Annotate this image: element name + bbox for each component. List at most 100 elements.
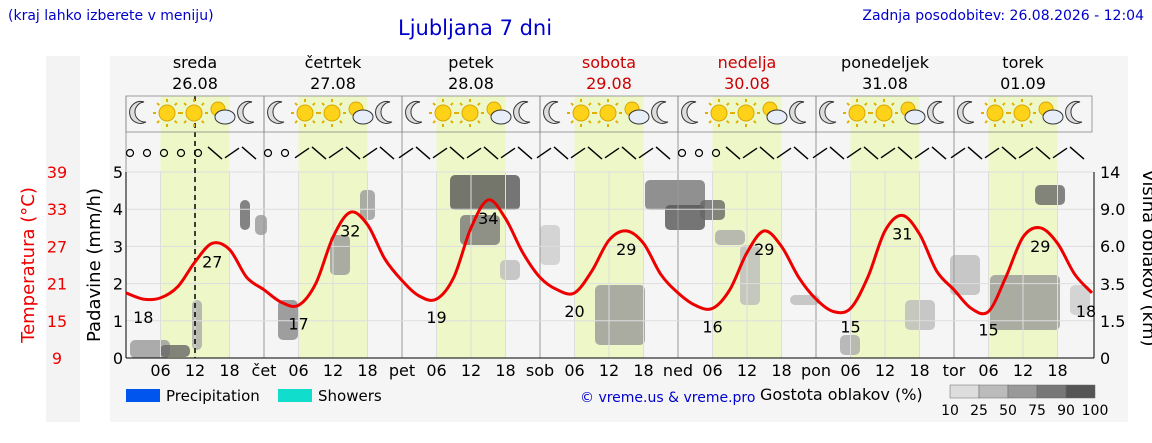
sun-ray xyxy=(570,120,574,124)
temperature-data-label: 27 xyxy=(202,252,222,271)
cloud-icon xyxy=(490,109,512,125)
wind-barb-icon xyxy=(294,147,310,159)
wind-barb-icon xyxy=(553,146,569,160)
day-name: sobota xyxy=(582,53,636,72)
cloud-density-swatch xyxy=(1036,384,1067,399)
temperature-data-label: 29 xyxy=(754,240,774,259)
sun-ray xyxy=(864,102,868,106)
temperature-tick-label: 21 xyxy=(47,275,67,294)
temperature-tick-label: 33 xyxy=(47,200,67,219)
wind-barb-icon xyxy=(829,146,845,160)
cloud-density-area xyxy=(740,245,760,305)
wind-barb-icon xyxy=(931,146,947,160)
cloud-height-tick-label: 0 xyxy=(1100,349,1110,368)
moon-icon xyxy=(267,100,285,124)
moon-icon xyxy=(375,100,393,124)
calm-wind-icon xyxy=(193,148,203,158)
day-abbr-tick-label: ned xyxy=(663,361,693,380)
sun-ray xyxy=(588,102,592,106)
hour-tick-label: 18 xyxy=(771,361,791,380)
temperature-data-label: 32 xyxy=(340,221,360,240)
sun-ray xyxy=(339,102,343,106)
calm-wind-icon xyxy=(159,148,169,158)
day-name: nedelja xyxy=(718,53,777,72)
sun-ray xyxy=(726,102,730,106)
cloud-density-area xyxy=(460,215,500,245)
credit-link[interactable]: © vreme.us & vreme.pro xyxy=(580,390,755,406)
temperature-tick-label: 27 xyxy=(47,237,67,256)
wind-barb-icon xyxy=(655,146,671,160)
sun-ray xyxy=(753,120,757,124)
sun-ray xyxy=(735,120,739,124)
day-date: 26.08 xyxy=(172,74,218,93)
sun-ray xyxy=(321,120,325,124)
day-date: 30.08 xyxy=(724,74,770,93)
hour-tick-label: 18 xyxy=(495,361,515,380)
cloud-height-tick-label: 3.5 xyxy=(1100,275,1125,294)
sun-ray xyxy=(984,120,988,124)
hour-tick-label: 12 xyxy=(461,361,481,380)
hour-tick-label: 06 xyxy=(564,361,584,380)
wind-barb-icon xyxy=(880,147,896,159)
cloud-density-area xyxy=(255,215,267,235)
sun-ray xyxy=(726,120,730,124)
hour-tick-label: 12 xyxy=(1013,361,1033,380)
cloud-density-area xyxy=(500,260,520,280)
sun-ray xyxy=(597,102,601,106)
cloud-icon xyxy=(352,109,374,125)
sun-ray xyxy=(477,102,481,106)
hour-tick-label: 12 xyxy=(599,361,619,380)
sun-ray xyxy=(753,102,757,106)
sun-ray xyxy=(183,120,187,124)
precipitation-tick-label: 2 xyxy=(113,275,123,294)
sun-ray xyxy=(735,102,739,106)
wind-barb-icon xyxy=(1001,146,1017,160)
wind-barb-icon xyxy=(328,147,344,159)
sun-icon xyxy=(158,104,176,122)
sun-ray xyxy=(183,102,187,106)
temperature-axis-label: Temperatura (°C) xyxy=(18,187,39,344)
precipitation-legend-label: Precipitation xyxy=(166,387,260,405)
wind-barb-icon xyxy=(517,146,533,160)
temperature-tick-label: 9 xyxy=(52,349,62,368)
wind-barb-icon xyxy=(432,147,448,159)
moon-icon xyxy=(513,100,531,124)
hour-tick-label: 06 xyxy=(840,361,860,380)
cloud-density-area xyxy=(540,225,560,265)
sun-ray xyxy=(459,102,463,106)
cloud-density-area xyxy=(1070,285,1090,315)
wind-barb-icon xyxy=(362,147,378,159)
cloud-density-tick-label: 100 xyxy=(1082,403,1109,419)
wind-barb-icon xyxy=(725,146,741,160)
temperature-data-label: 17 xyxy=(288,314,308,333)
wind-barb-icon xyxy=(1018,147,1034,159)
cloud-density-area xyxy=(645,180,705,210)
hour-tick-label: 12 xyxy=(737,361,757,380)
wind-barb-icon xyxy=(759,146,775,160)
sun-ray xyxy=(156,120,160,124)
sun-ray xyxy=(450,102,454,106)
temperature-data-label: 20 xyxy=(564,302,584,321)
sun-icon xyxy=(848,104,866,122)
wind-barb-icon xyxy=(345,146,361,160)
sun-ray xyxy=(588,120,592,124)
hour-tick-label: 06 xyxy=(426,361,446,380)
region-menu-hint[interactable]: (kraj lahko izberete v meniju) xyxy=(8,8,214,24)
wind-barb-icon xyxy=(224,147,240,159)
precipitation-tick-label: 0 xyxy=(113,349,123,368)
cloud-height-axis-label: Višina oblakov (km) xyxy=(1138,169,1152,346)
left-axis-panel xyxy=(46,56,80,422)
sun-icon xyxy=(434,104,452,122)
hour-tick-label: 06 xyxy=(150,361,170,380)
moon-icon xyxy=(405,100,423,124)
calm-wind-icon xyxy=(142,148,152,158)
precipitation-tick-label: 1 xyxy=(113,312,123,331)
wind-barb-icon xyxy=(398,147,414,159)
wind-barb-icon xyxy=(415,146,431,160)
sun-ray xyxy=(174,120,178,124)
moon-icon xyxy=(543,100,561,124)
calm-wind-icon xyxy=(280,148,290,158)
sun-ray xyxy=(984,102,988,106)
sun-icon xyxy=(737,104,755,122)
